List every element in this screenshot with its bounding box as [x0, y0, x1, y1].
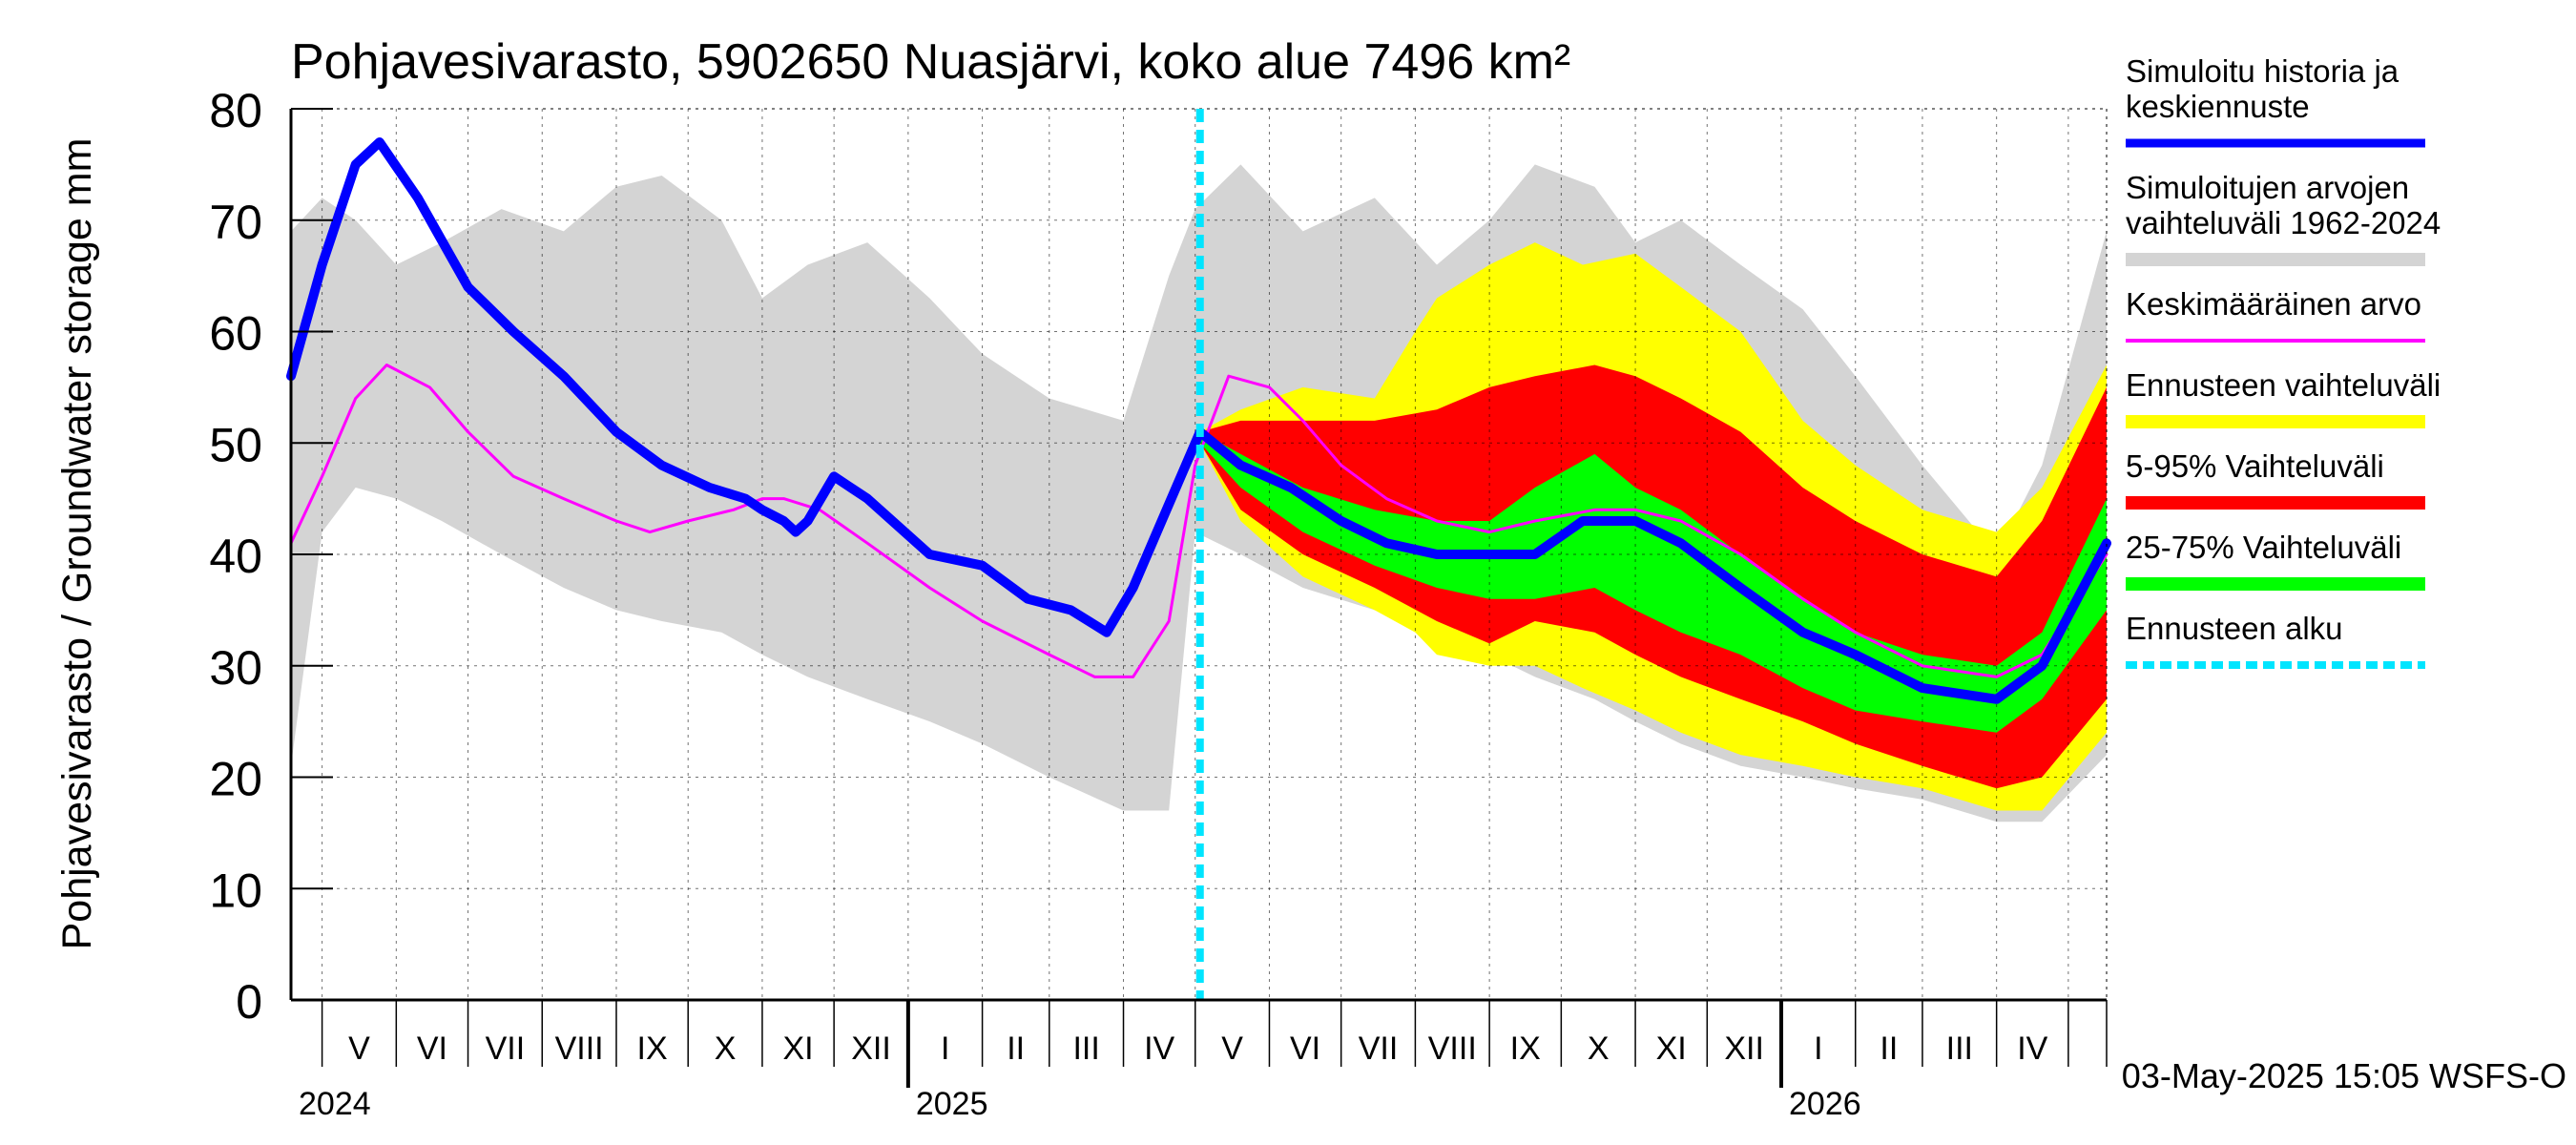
- month-label-15: VIII: [1428, 1030, 1477, 1067]
- y-tick-label-5: 50: [209, 418, 262, 471]
- month-label-2: VII: [486, 1030, 526, 1067]
- line-series-5: [286, 137, 2111, 704]
- month-label-10: III: [1072, 1030, 1099, 1067]
- month-label-9: II: [1007, 1030, 1025, 1067]
- legend-label-4: 5-95% Vaihteluväli: [2126, 448, 2384, 484]
- legend-label-6: Ennusteen alku: [2126, 611, 2343, 646]
- chart-title: Pohjavesivarasto, 5902650 Nuasjärvi, kok…: [291, 34, 1570, 90]
- y-tick-label-8: 80: [209, 84, 262, 137]
- legend-label-5: 25-75% Vaihteluväli: [2126, 530, 2401, 565]
- y-axis-label: Pohjavesivarasto / Groundwater storage m…: [54, 138, 100, 950]
- month-label-13: VI: [1290, 1030, 1320, 1067]
- legend-label-2: Keskimääräinen arvo: [2126, 286, 2421, 322]
- year-label-1: 2025: [916, 1086, 988, 1122]
- y-tick-label-2: 20: [209, 753, 262, 806]
- line-series-4: [289, 364, 2109, 678]
- y-tick-label-4: 40: [209, 530, 262, 583]
- month-label-8: I: [941, 1030, 949, 1067]
- timestamp-footer: 03-May-2025 15:05 WSFS-O: [2122, 1056, 2566, 1095]
- legend: Simuloitu historia ja keskiennuste Simuloi…: [2126, 53, 2441, 669]
- grid-layer: [291, 108, 2107, 1000]
- month-label-17: X: [1588, 1030, 1610, 1067]
- y-tick-label-3: 30: [209, 641, 262, 695]
- month-label-18: XI: [1656, 1030, 1687, 1067]
- month-label-12: V: [1221, 1030, 1243, 1067]
- month-label-21: II: [1880, 1030, 1898, 1067]
- legend-label-0: Simuloitu historia ja keskiennuste: [2126, 53, 2399, 124]
- year-label-2: 2026: [1789, 1086, 1861, 1122]
- line-layer: [286, 109, 2111, 1000]
- month-label-0: V: [348, 1030, 370, 1067]
- legend-label-1: Simuloitujen arvojen vaihteluväli 1962-20…: [2126, 170, 2441, 240]
- month-label-23: IV: [2017, 1030, 2047, 1067]
- month-label-6: XI: [782, 1030, 813, 1067]
- month-label-14: VII: [1359, 1030, 1399, 1067]
- month-label-16: IX: [1510, 1030, 1541, 1067]
- band-series-3: [1199, 431, 2107, 733]
- month-label-22: III: [1946, 1030, 1973, 1067]
- month-label-1: VI: [417, 1030, 447, 1067]
- y-tick-label-6: 60: [209, 307, 262, 361]
- y-tick-label-7: 70: [209, 196, 262, 249]
- month-label-5: X: [715, 1030, 737, 1067]
- year-label-0: 2024: [299, 1086, 371, 1122]
- month-label-20: I: [1814, 1030, 1822, 1067]
- month-label-11: IV: [1144, 1030, 1174, 1067]
- month-label-4: IX: [637, 1030, 668, 1067]
- y-tick-label-1: 10: [209, 864, 262, 917]
- month-label-3: VIII: [555, 1030, 604, 1067]
- month-label-19: XII: [1724, 1030, 1764, 1067]
- legend-label-3: Ennusteen vaihteluväli: [2126, 367, 2441, 403]
- y-tick-label-0: 0: [236, 975, 262, 1029]
- month-label-7: XII: [851, 1030, 891, 1067]
